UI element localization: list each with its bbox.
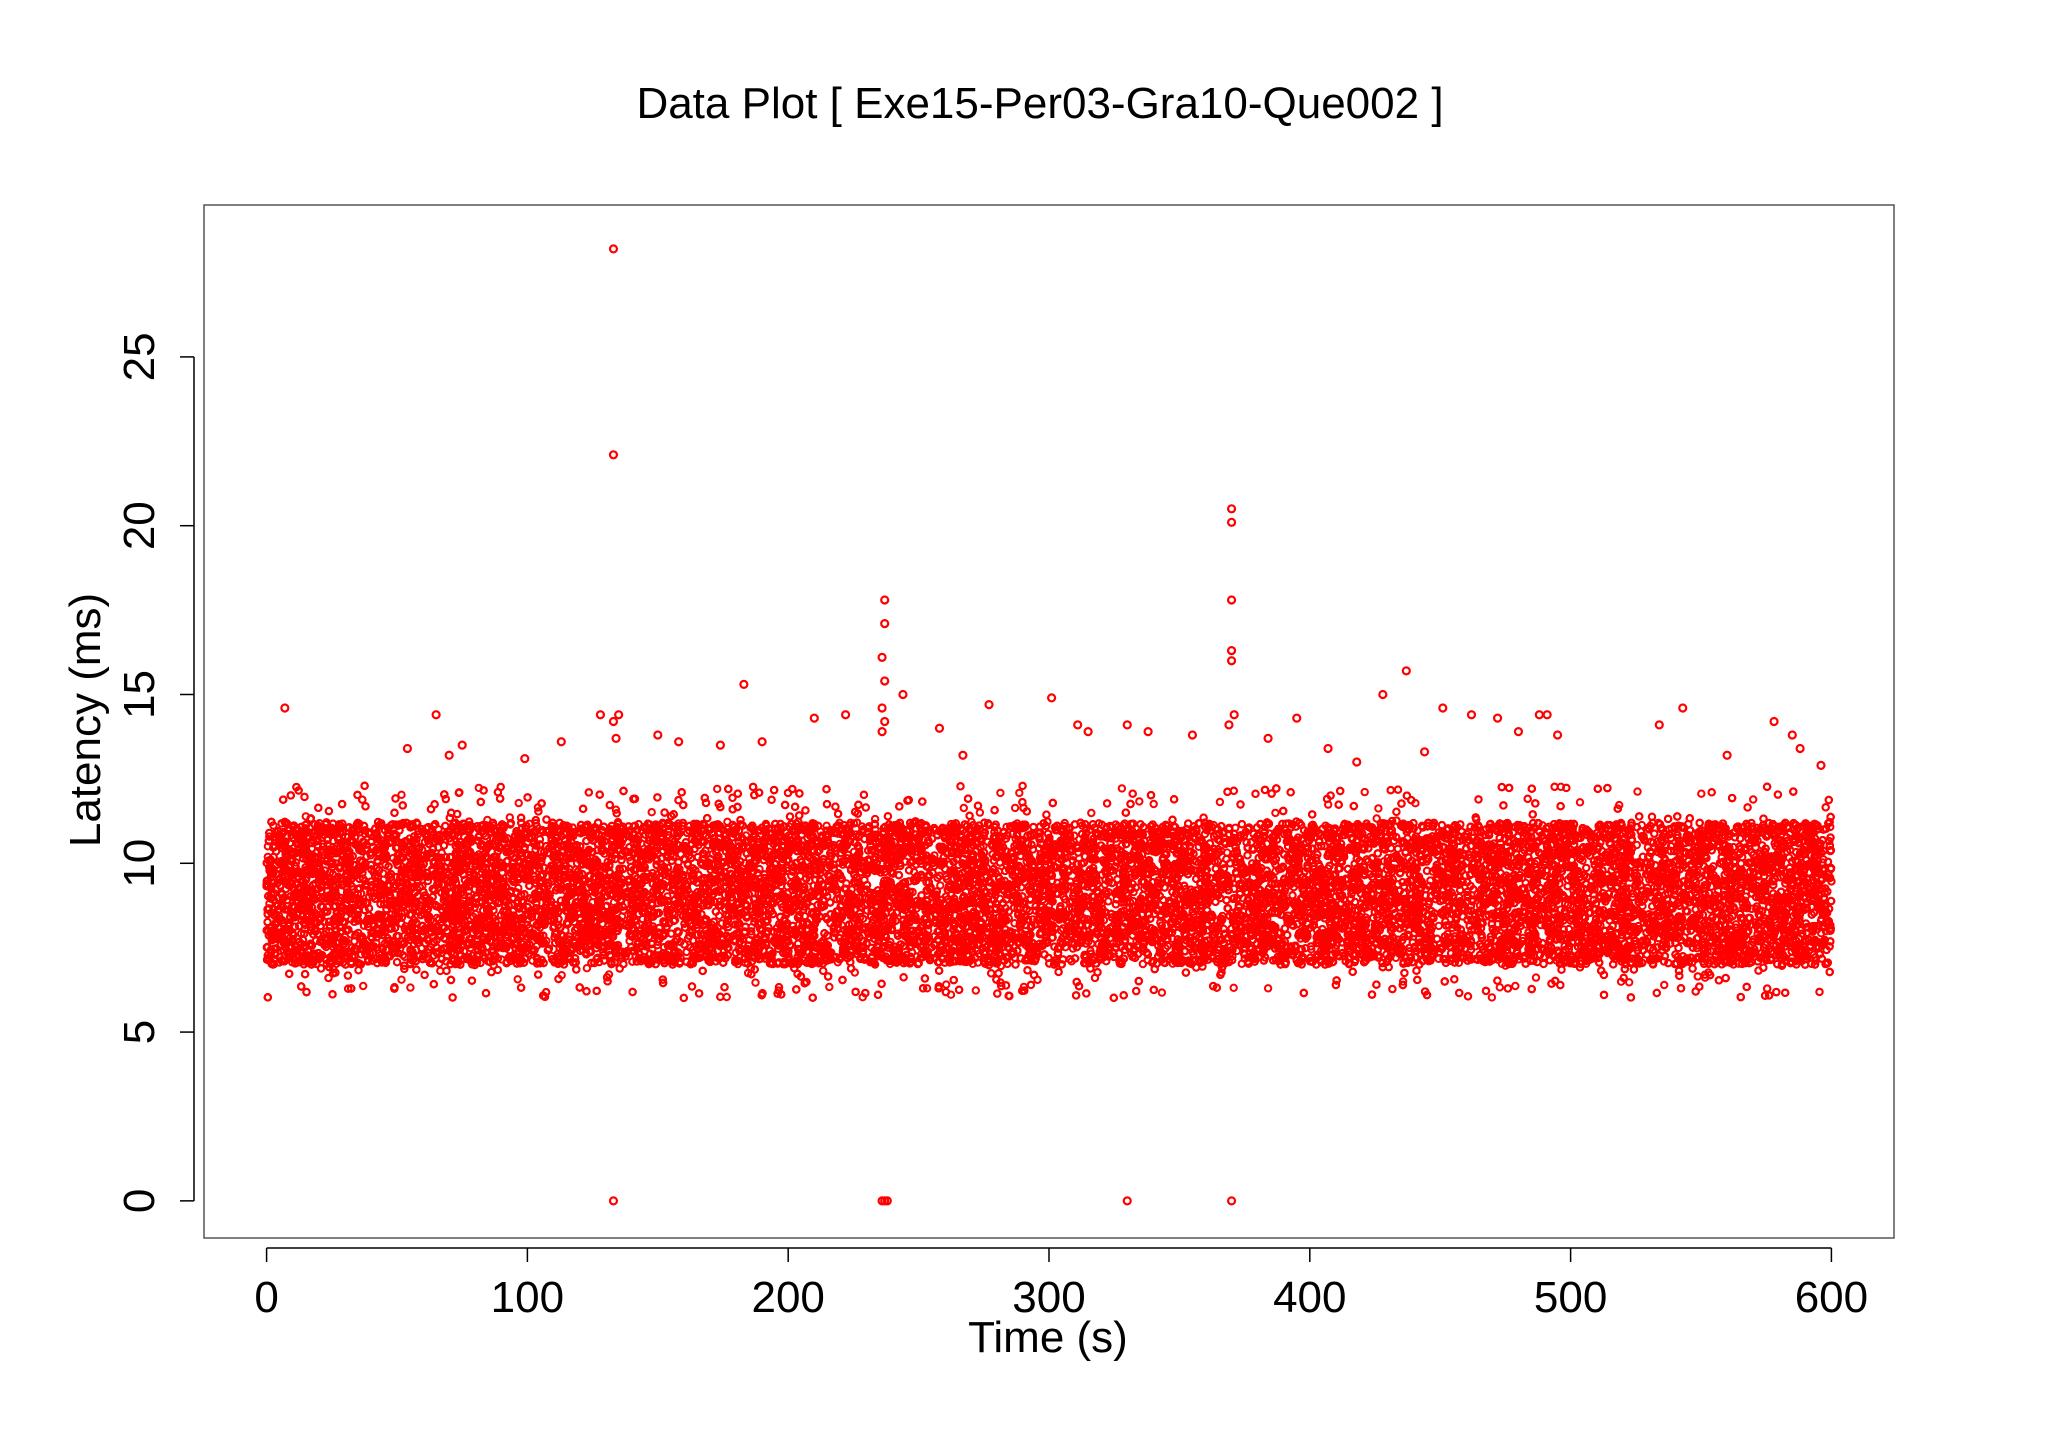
data-point	[1575, 798, 1585, 807]
x-tick-label: 100	[491, 1273, 564, 1322]
data-point	[1082, 824, 1091, 833]
data-point	[959, 803, 968, 813]
data-point	[1229, 983, 1238, 992]
y-tick-label: 15	[115, 670, 164, 719]
data-point	[1374, 804, 1383, 813]
x-axis: 0 100 200 300 400 500 600	[254, 1247, 1868, 1322]
data-point	[1117, 784, 1127, 793]
data-point	[1263, 984, 1273, 993]
y-axis: 0 5 10 15 20 25	[115, 332, 195, 1213]
x-tick-label: 500	[1534, 1273, 1607, 1322]
data-point	[825, 982, 834, 992]
data-point	[1087, 808, 1096, 818]
data-point	[1511, 981, 1520, 991]
data-point	[1015, 788, 1024, 798]
data-point	[1271, 808, 1280, 818]
chart-title: Data Plot [ Exe15-Per03-Gra10-Que002 ]	[636, 79, 1443, 128]
data-point	[751, 978, 760, 987]
data-point	[647, 808, 656, 817]
x-tick-label: 0	[254, 1273, 278, 1322]
x-axis-title: Time (s)	[968, 1313, 1128, 1362]
data-point	[1398, 977, 1408, 986]
data-point	[1697, 789, 1706, 798]
plot-frame	[203, 204, 1895, 1239]
data-point	[1633, 787, 1642, 796]
x-tick-label: 600	[1795, 1273, 1868, 1322]
data-point	[406, 983, 415, 992]
data-point	[1434, 921, 1444, 931]
y-tick-label: 0	[115, 1189, 164, 1213]
y-tick-label: 10	[115, 839, 164, 888]
data-point	[936, 881, 945, 890]
data-point	[506, 818, 516, 828]
data-point	[513, 975, 522, 984]
x-tick-label: 400	[1273, 1273, 1346, 1322]
data-point	[1625, 978, 1634, 987]
data-point	[942, 980, 951, 989]
data-point	[1010, 919, 1019, 928]
y-tick-label: 5	[115, 1020, 164, 1044]
data-point	[1660, 980, 1669, 990]
data-point	[975, 808, 985, 817]
y-tick-label: 25	[115, 332, 164, 381]
data-point	[359, 981, 368, 991]
data-point	[971, 986, 980, 995]
data-point	[1010, 803, 1020, 813]
data-point	[582, 964, 592, 973]
data-point	[1495, 983, 1505, 992]
data-point	[1749, 795, 1758, 804]
data-point	[1360, 787, 1369, 797]
data-point	[1215, 797, 1225, 807]
y-tick-label: 20	[115, 501, 164, 550]
x-tick-label: 300	[1012, 1273, 1085, 1322]
data-point	[713, 784, 722, 794]
data-point	[397, 975, 406, 984]
data-point	[1135, 797, 1144, 806]
data-point	[996, 788, 1005, 798]
data-point	[1531, 973, 1541, 982]
y-axis-title: Latency (ms)	[61, 593, 110, 847]
data-point	[1487, 993, 1497, 1002]
x-tick-label: 200	[751, 1273, 824, 1322]
data-point	[1157, 988, 1167, 997]
data-point	[1222, 848, 1232, 857]
data-point	[1149, 799, 1158, 809]
data-points	[262, 244, 1836, 1206]
data-point	[514, 798, 523, 808]
